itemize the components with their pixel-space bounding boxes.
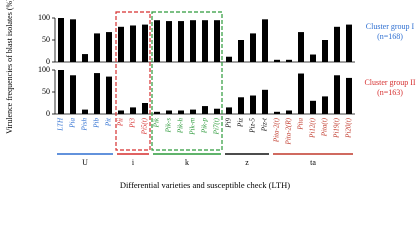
bar — [346, 77, 352, 114]
x-axis-label: Differential varieties and susceptible c… — [120, 180, 290, 190]
bar — [202, 20, 208, 62]
x-tick-label: LTH — [57, 117, 65, 132]
bar — [178, 110, 184, 114]
bar — [58, 70, 64, 114]
bar — [334, 75, 340, 114]
bar — [82, 54, 88, 62]
bar — [130, 107, 136, 114]
bar — [70, 75, 76, 114]
group-label: z — [245, 158, 249, 167]
bar — [118, 110, 124, 114]
page: Virulence frequencies of blast isolates … — [4, 0, 416, 190]
x-tick-label: Pii — [117, 118, 125, 127]
bar — [106, 32, 112, 62]
bar — [286, 59, 292, 62]
x-tick-label: Pik-h — [177, 118, 185, 135]
bar — [238, 97, 244, 114]
x-tick-label: Pita(t) — [321, 117, 329, 137]
bar — [226, 107, 232, 114]
bar — [214, 108, 220, 114]
bar — [310, 54, 316, 62]
bar — [346, 24, 352, 63]
bar — [166, 21, 172, 62]
bar — [166, 110, 172, 114]
y-tick-label: 0 — [46, 109, 50, 118]
x-tick-label: Pi3 — [129, 118, 137, 129]
bar — [214, 20, 220, 62]
group-label: U — [82, 158, 88, 167]
group-label: ta — [310, 158, 316, 167]
bar — [274, 111, 280, 114]
bar — [322, 40, 328, 62]
bar — [274, 59, 280, 62]
highlight-box — [151, 11, 223, 151]
bar — [262, 89, 268, 114]
y-tick-label: 100 — [38, 65, 50, 74]
x-tick-label: Pik-m — [189, 118, 197, 136]
x-tick-label: Pik-s — [165, 118, 173, 134]
group-label: i — [132, 158, 135, 167]
bar — [94, 33, 100, 62]
group-label: k — [185, 158, 189, 167]
x-tick-label: Pita-2(t) — [273, 117, 281, 143]
y-tick-label: 50 — [42, 35, 50, 44]
x-tick-label: Pish — [81, 118, 89, 132]
y-tick-label: 50 — [42, 87, 50, 96]
bar — [106, 76, 112, 114]
x-tick-label: Pi9 — [225, 118, 233, 129]
series-label: Cluster group II (n=163) — [364, 78, 416, 97]
bar — [250, 33, 256, 62]
bar — [298, 73, 304, 114]
x-tick-label: Pit — [105, 117, 113, 127]
series-label: Cluster group I (n=168) — [365, 22, 415, 41]
x-tick-label: Pik — [153, 117, 161, 128]
bar — [334, 26, 340, 62]
bar — [70, 19, 76, 62]
bar — [286, 110, 292, 114]
x-tick-label: Pi20(t) — [345, 117, 353, 138]
x-tick-label: Pib — [93, 118, 101, 129]
x-tick-label: Pi19(t) — [333, 117, 341, 138]
bar — [250, 95, 256, 114]
bar — [322, 96, 328, 114]
bar — [130, 25, 136, 62]
bar — [58, 18, 64, 62]
bar — [190, 109, 196, 114]
bar — [118, 26, 124, 62]
bar — [226, 56, 232, 62]
x-tick-label: Pita — [297, 118, 305, 131]
x-tick-label: Pia — [69, 118, 77, 129]
y-tick-label: 0 — [46, 57, 50, 66]
bar — [298, 32, 304, 62]
highlight-box — [115, 11, 151, 151]
bar — [154, 20, 160, 62]
x-tick-label: Piz-t — [261, 117, 269, 132]
x-tick-label: Pita-2(R) — [285, 117, 293, 145]
x-tick-label: Piz — [237, 118, 245, 128]
bar — [202, 106, 208, 114]
bar — [82, 109, 88, 114]
bar — [262, 19, 268, 62]
x-tick-label: Pi5(t) — [141, 117, 149, 135]
bar — [142, 24, 148, 63]
bar — [178, 21, 184, 62]
chart: Virulence frequencies of blast isolates … — [5, 0, 355, 190]
bar — [238, 40, 244, 62]
bar — [94, 73, 100, 114]
x-tick-label: Pik-p — [201, 118, 209, 135]
bar — [310, 100, 316, 114]
bar — [154, 111, 160, 114]
x-tick-label: Pi7(t) — [213, 117, 221, 135]
x-tick-label: Piz-5 — [249, 118, 257, 134]
bar — [190, 20, 196, 62]
y-axis-label: Virulence frequencies of blast isolates … — [5, 0, 14, 134]
x-tick-label: Pi12(t) — [309, 117, 317, 138]
bar — [142, 103, 148, 114]
y-tick-label: 100 — [38, 13, 50, 22]
